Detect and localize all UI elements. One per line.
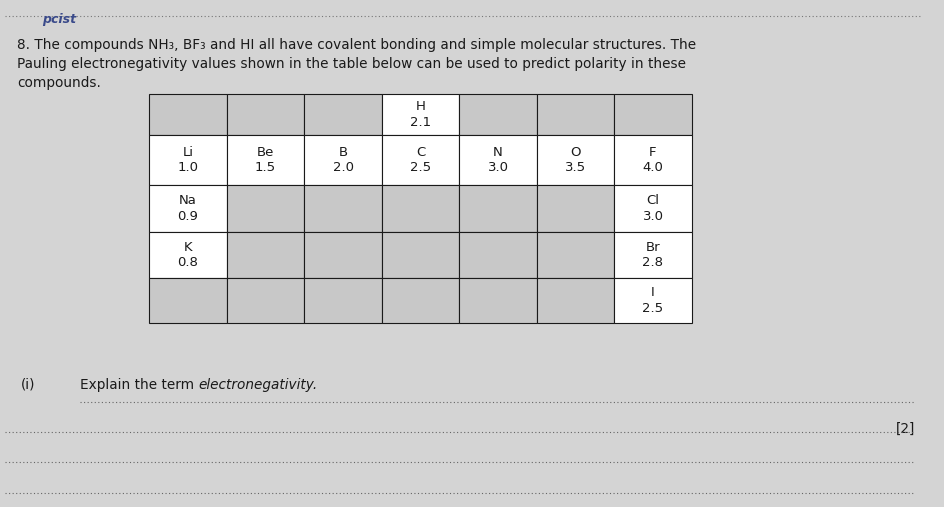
Bar	[614, 94, 691, 135]
Bar	[227, 94, 304, 135]
Text: Na
0.9: Na 0.9	[177, 194, 198, 223]
Bar	[536, 135, 614, 185]
Bar	[614, 278, 691, 323]
Bar	[304, 135, 381, 185]
Bar	[227, 185, 304, 232]
Bar	[536, 232, 614, 278]
Bar	[149, 278, 227, 323]
Bar	[227, 232, 304, 278]
Bar	[614, 185, 691, 232]
Bar	[149, 94, 227, 135]
Bar	[459, 94, 536, 135]
Bar	[149, 135, 227, 185]
Bar	[381, 135, 459, 185]
Text: Explain the term: Explain the term	[80, 378, 198, 392]
Bar	[149, 232, 227, 278]
Text: I
2.5: I 2.5	[642, 286, 663, 315]
Text: F
4.0: F 4.0	[642, 146, 663, 174]
Bar	[381, 278, 459, 323]
Text: K
0.8: K 0.8	[177, 241, 198, 269]
Bar	[536, 94, 614, 135]
Text: Be
1.5: Be 1.5	[255, 146, 276, 174]
Text: [2]: [2]	[894, 422, 914, 436]
Bar	[149, 185, 227, 232]
Text: H
2.1: H 2.1	[410, 100, 430, 129]
Bar	[614, 232, 691, 278]
Bar	[304, 232, 381, 278]
Bar	[381, 185, 459, 232]
Text: O
3.5: O 3.5	[565, 146, 585, 174]
Bar	[227, 278, 304, 323]
Bar	[614, 135, 691, 185]
Bar	[459, 135, 536, 185]
Bar	[381, 232, 459, 278]
Bar	[459, 278, 536, 323]
Text: N
3.0: N 3.0	[487, 146, 508, 174]
Text: (i): (i)	[21, 378, 35, 392]
Text: electronegativity.: electronegativity.	[198, 378, 318, 392]
Text: Li
1.0: Li 1.0	[177, 146, 198, 174]
Text: Br
2.8: Br 2.8	[642, 241, 663, 269]
Bar	[304, 185, 381, 232]
Bar	[536, 185, 614, 232]
Bar	[304, 94, 381, 135]
Bar	[227, 135, 304, 185]
Bar	[459, 232, 536, 278]
Text: pcist: pcist	[42, 13, 76, 26]
Text: Cl
3.0: Cl 3.0	[642, 194, 663, 223]
Bar	[381, 94, 459, 135]
Text: C
2.5: C 2.5	[410, 146, 430, 174]
Bar	[304, 278, 381, 323]
Text: 8. The compounds NH₃, BF₃ and HI all have covalent bonding and simple molecular : 8. The compounds NH₃, BF₃ and HI all hav…	[17, 38, 696, 90]
Bar	[536, 278, 614, 323]
Bar	[459, 185, 536, 232]
Text: B
2.0: B 2.0	[332, 146, 353, 174]
